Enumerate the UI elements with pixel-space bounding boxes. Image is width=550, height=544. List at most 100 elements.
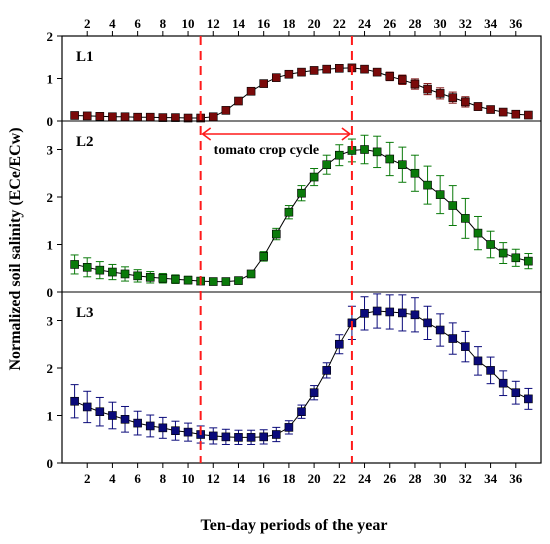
x-tick-label-bottom-22: 22 bbox=[333, 471, 346, 486]
panel-l2: 0 1 2 3 L2 bbox=[47, 134, 533, 300]
data-point-l3-32 bbox=[461, 342, 470, 351]
data-point-l1-37 bbox=[524, 110, 533, 120]
x-tick-label-bottom-4: 4 bbox=[109, 471, 116, 486]
data-point-l1-7 bbox=[145, 112, 155, 122]
data-point-l1-4 bbox=[108, 112, 117, 122]
data-point-l1-2 bbox=[82, 111, 92, 121]
y-tick-label-l3-3: 3 bbox=[47, 314, 54, 329]
data-point-l2-37 bbox=[524, 256, 533, 266]
data-point-l3-31 bbox=[448, 334, 458, 343]
data-point-l2-9 bbox=[171, 274, 180, 284]
data-point-l3-17 bbox=[271, 430, 281, 439]
data-point-l2-8 bbox=[158, 273, 168, 283]
panel-label-l3: L3 bbox=[76, 305, 94, 321]
data-point-l1-24 bbox=[360, 64, 369, 74]
y-tick-label-l1-0: 0 bbox=[47, 114, 54, 129]
data-point-l1-18 bbox=[284, 69, 294, 79]
data-point-l2-4 bbox=[108, 267, 117, 277]
data-point-l3-3 bbox=[95, 407, 105, 417]
data-point-l1-28 bbox=[410, 79, 420, 89]
x-tick-label-top-30: 30 bbox=[434, 16, 447, 31]
data-point-l2-35 bbox=[498, 248, 508, 258]
data-point-l2-10 bbox=[183, 275, 193, 285]
x-tick-label-bottom-12: 12 bbox=[207, 471, 220, 486]
data-point-l3-4 bbox=[108, 411, 117, 420]
series-line-l2 bbox=[74, 148, 529, 283]
data-point-l2-33 bbox=[473, 228, 483, 238]
data-point-l1-19 bbox=[297, 67, 306, 77]
data-point-l2-32 bbox=[461, 214, 470, 223]
x-tick-label-top-32: 32 bbox=[459, 16, 472, 31]
data-point-l2-19 bbox=[297, 188, 306, 198]
data-point-l2-3 bbox=[95, 265, 105, 275]
data-point-l2-29 bbox=[423, 180, 432, 190]
data-point-l3-20 bbox=[309, 388, 319, 398]
data-point-l2-36 bbox=[511, 253, 521, 263]
data-point-l2-27 bbox=[398, 160, 407, 169]
data-point-l3-25 bbox=[372, 306, 382, 316]
x-tick-label-top-18: 18 bbox=[282, 16, 296, 31]
x-tick-label-bottom-2: 2 bbox=[84, 471, 91, 486]
data-point-l1-5 bbox=[120, 112, 130, 122]
data-point-l2-25 bbox=[372, 147, 382, 157]
data-point-l2-12 bbox=[208, 277, 218, 286]
data-point-l2-21 bbox=[322, 160, 332, 169]
x-tick-label-bottom-20: 20 bbox=[308, 471, 321, 486]
data-point-l1-9 bbox=[171, 113, 180, 122]
x-tick-label-top-12: 12 bbox=[207, 16, 220, 31]
data-point-l3-18 bbox=[284, 423, 294, 432]
data-point-l3-37 bbox=[524, 394, 533, 404]
data-point-l3-5 bbox=[120, 414, 130, 424]
data-point-l3-34 bbox=[486, 366, 495, 375]
annotation-text: tomato crop cycle bbox=[214, 143, 319, 158]
data-point-l2-6 bbox=[133, 271, 142, 281]
plot-area: 2 4 6 8 10 12 14 16 18 20 22 24 26 28 30 32 34 362 4 6 8 10 12… bbox=[47, 16, 542, 486]
data-point-l2-28 bbox=[410, 168, 420, 178]
data-point-l1-27 bbox=[398, 75, 407, 85]
data-point-l3-26 bbox=[385, 307, 395, 317]
x-tick-label-top-36: 36 bbox=[509, 16, 523, 31]
x-tick-label-bottom-28: 28 bbox=[408, 471, 422, 486]
data-point-l3-35 bbox=[498, 378, 508, 388]
data-point-l2-26 bbox=[385, 154, 395, 164]
y-tick-label-l2-0: 0 bbox=[47, 285, 54, 300]
data-point-l3-2 bbox=[82, 402, 92, 412]
x-tick-label-top-6: 6 bbox=[134, 16, 141, 31]
data-point-l2-1 bbox=[70, 260, 79, 269]
y-tick-label-l3-1: 1 bbox=[47, 409, 54, 424]
data-point-l1-25 bbox=[372, 67, 382, 77]
data-point-l3-7 bbox=[145, 421, 155, 431]
x-tick-label-bottom-10: 10 bbox=[182, 471, 195, 486]
data-point-l3-19 bbox=[297, 407, 306, 417]
data-point-l3-12 bbox=[208, 431, 218, 441]
data-point-l1-31 bbox=[448, 93, 458, 102]
data-point-l1-3 bbox=[95, 112, 105, 121]
annotation-arrowhead-left bbox=[201, 127, 212, 141]
data-point-l1-1 bbox=[70, 111, 79, 120]
data-point-l2-5 bbox=[120, 269, 130, 279]
data-point-l3-27 bbox=[398, 308, 407, 318]
data-point-l1-8 bbox=[158, 113, 168, 122]
data-point-l2-17 bbox=[271, 229, 281, 239]
data-point-l1-22 bbox=[335, 64, 344, 73]
data-point-l1-10 bbox=[183, 113, 193, 123]
data-point-l2-2 bbox=[82, 262, 92, 272]
data-point-l3-16 bbox=[259, 432, 268, 442]
data-point-l1-20 bbox=[309, 66, 319, 75]
data-point-l1-29 bbox=[423, 84, 432, 94]
data-point-l2-20 bbox=[309, 172, 319, 182]
data-point-l1-36 bbox=[511, 109, 521, 119]
data-point-l3-36 bbox=[511, 388, 521, 398]
data-point-l3-6 bbox=[133, 418, 142, 428]
data-point-l2-16 bbox=[259, 252, 268, 261]
annotation-arrowhead-right bbox=[341, 127, 352, 141]
data-point-l2-24 bbox=[360, 145, 369, 154]
data-point-l3-21 bbox=[322, 366, 332, 375]
x-tick-label-top-14: 14 bbox=[232, 16, 246, 31]
data-point-l2-34 bbox=[486, 240, 495, 249]
x-tick-label-bottom-32: 32 bbox=[459, 471, 472, 486]
data-point-l2-22 bbox=[335, 150, 344, 160]
data-point-l3-22 bbox=[335, 339, 344, 349]
x-tick-label-top-22: 22 bbox=[333, 16, 346, 31]
